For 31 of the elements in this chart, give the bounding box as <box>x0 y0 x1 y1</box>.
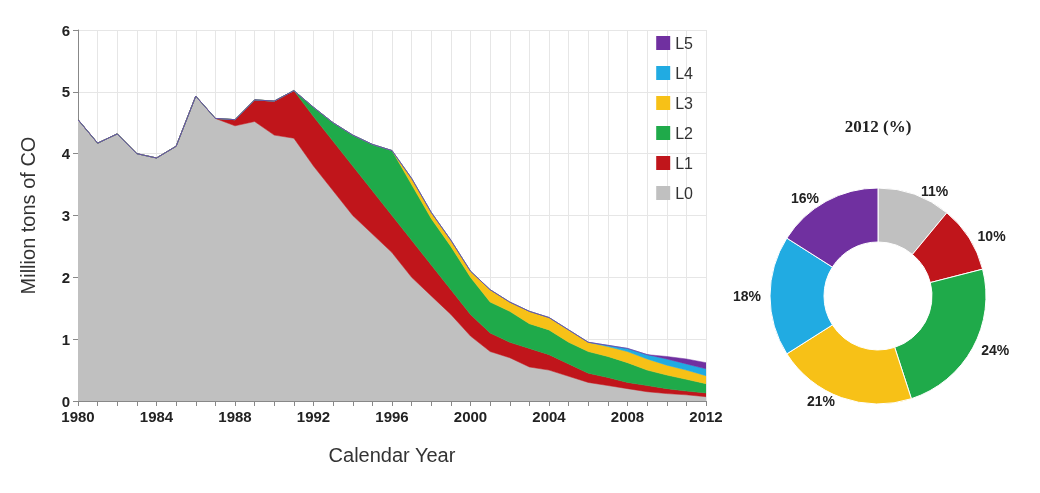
legend-label: L4 <box>675 64 694 82</box>
legend-label: L1 <box>675 154 694 172</box>
legend-label: L2 <box>675 124 694 142</box>
legend-label: L5 <box>675 34 694 52</box>
y-tick-label: 1 <box>61 330 70 348</box>
x-tick-label: 2000 <box>453 408 488 425</box>
x-tick-label: 1984 <box>139 408 174 425</box>
data-label: 24% <box>981 341 1010 358</box>
x-tick-label: 1980 <box>61 408 95 425</box>
x-axis-title: Calendar Year <box>328 444 456 466</box>
y-tick-label: 6 <box>61 21 70 39</box>
legend-label: L3 <box>675 94 694 112</box>
legend-label: L0 <box>675 184 694 202</box>
y-axis-title: Million tons of CO <box>17 136 39 295</box>
y-tick-label: 5 <box>61 83 70 101</box>
x-tick-label: 2008 <box>610 408 645 425</box>
data-label: 11% <box>920 182 949 199</box>
y-tick-label: 4 <box>61 145 71 163</box>
y-tick-label: 3 <box>61 207 70 224</box>
y-tick-label: 0 <box>61 392 70 410</box>
data-label: 21% <box>807 393 836 410</box>
data-label: 10% <box>977 227 1007 244</box>
x-tick-label: 2004 <box>532 408 567 425</box>
x-tick-label: 2012 <box>689 408 723 425</box>
chart-title: 2012 (%) <box>844 117 912 136</box>
data-label: 18% <box>732 288 762 304</box>
y-tick-label: 2 <box>61 268 70 286</box>
x-tick-label: 1988 <box>218 408 252 425</box>
x-tick-label: 1996 <box>375 408 409 425</box>
data-label: 16% <box>791 189 820 206</box>
x-tick-label: 1992 <box>296 408 331 425</box>
